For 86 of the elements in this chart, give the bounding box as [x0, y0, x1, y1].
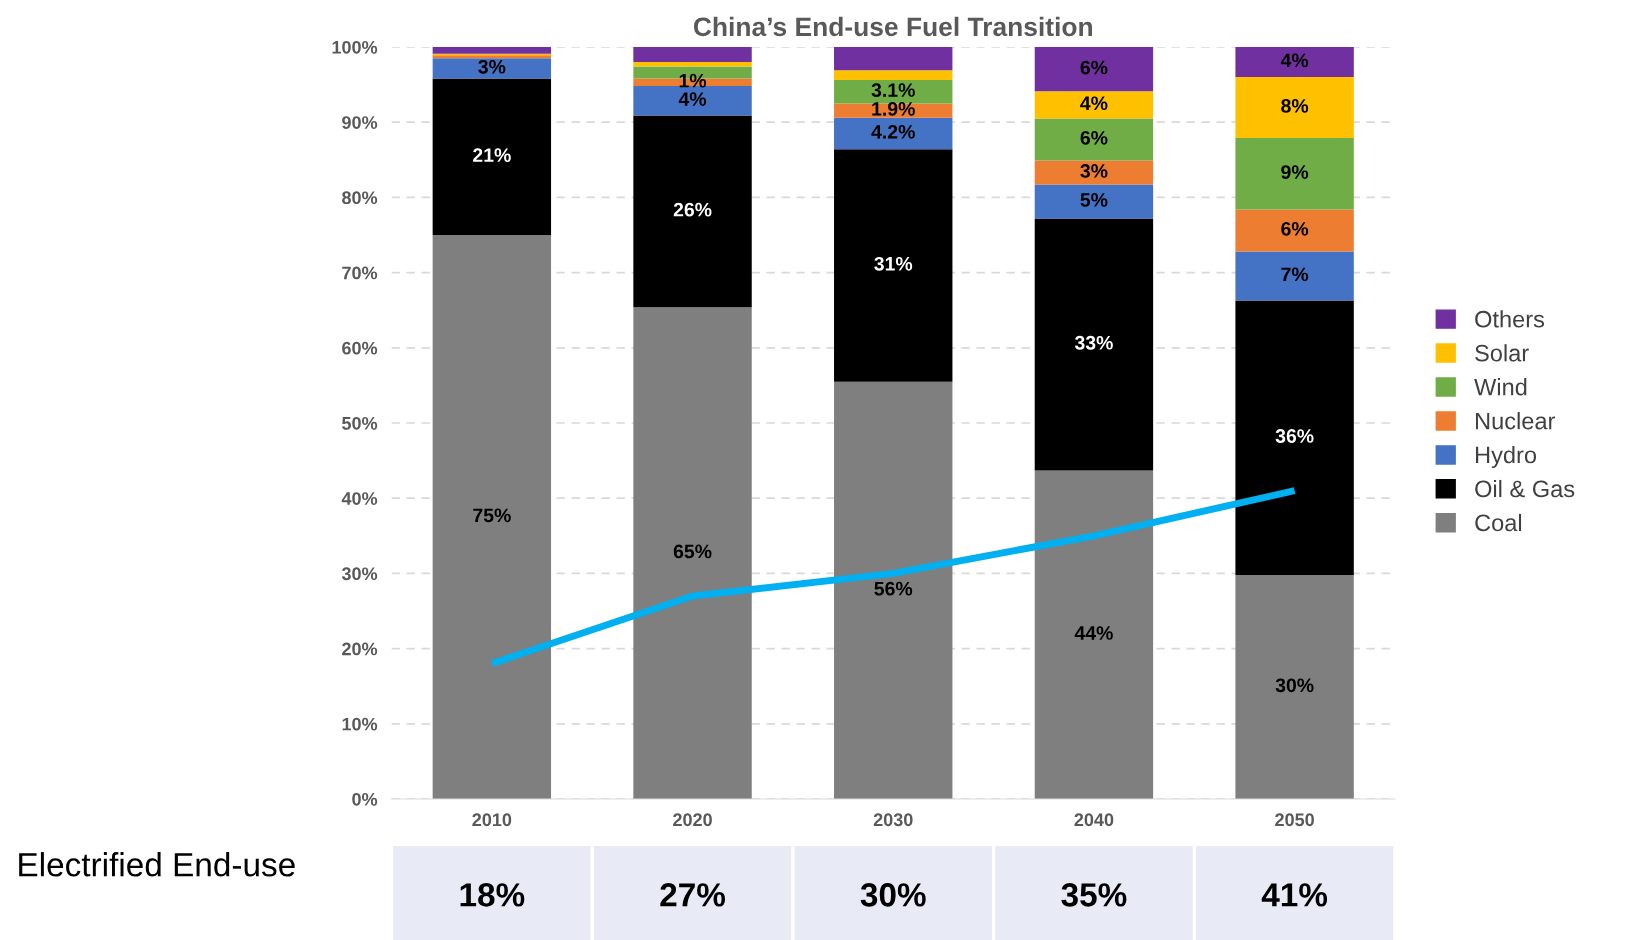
y-tick-label: 0%: [352, 792, 378, 806]
data-label: 56%: [874, 581, 913, 596]
x-tick-label: 2050: [1275, 813, 1314, 827]
x-tick-label: 2040: [1074, 813, 1114, 827]
bar: [1235, 251, 1354, 301]
bar: [834, 103, 953, 118]
y-tick-label: 60%: [342, 341, 378, 355]
y-tick-label: 80%: [342, 191, 378, 205]
y-tick-label: 50%: [342, 416, 378, 430]
legend-label: Oil & Gas: [1475, 479, 1575, 498]
x-tick-label: 2030: [873, 813, 913, 827]
data-label: 26%: [673, 202, 712, 217]
chart-title: China’s End-use Fuel Transition: [693, 16, 1092, 37]
bar: [834, 381, 953, 799]
legend-label: Nuclear: [1475, 412, 1556, 430]
y-tick-label: 90%: [342, 116, 378, 129]
y-tick-label: 30%: [341, 567, 378, 581]
data-label: 4%: [678, 92, 707, 106]
bar: [633, 62, 752, 67]
data-label: 8%: [1281, 98, 1309, 113]
data-label: 36%: [1275, 429, 1314, 443]
data-label: 3%: [1080, 164, 1108, 178]
data-label: 33%: [1074, 335, 1113, 350]
bar: [1034, 218, 1154, 471]
bar: [1034, 47, 1154, 92]
data-label: 9%: [1281, 165, 1309, 179]
bar: [633, 307, 752, 799]
data-label: 41%: [1261, 883, 1328, 907]
bar: [432, 47, 552, 54]
text: Electrified End-use: [19, 852, 295, 877]
data-label: 18%: [460, 883, 525, 907]
bar: [834, 149, 953, 382]
data-label: 6%: [1080, 130, 1108, 145]
data-label: 3%: [478, 59, 506, 74]
legend-label: Others: [1475, 310, 1545, 328]
data-label: 35%: [1061, 883, 1127, 907]
y-tick-label: 20%: [342, 642, 378, 656]
legend-label: Solar: [1475, 344, 1529, 362]
legend-label: Hydro: [1475, 446, 1537, 469]
bar: [1034, 160, 1154, 185]
bar: [1235, 47, 1354, 78]
x-tick-label: 2020: [673, 813, 712, 827]
data-label: 1.9%: [872, 101, 915, 116]
data-label: 21%: [473, 148, 511, 162]
y-tick-label: 100%: [332, 40, 378, 54]
data-label: 1%: [679, 73, 707, 88]
data-label: 75%: [473, 508, 511, 523]
bar: [1034, 470, 1154, 799]
y-tick-label: 40%: [341, 492, 378, 505]
data-label: 4.2%: [871, 124, 915, 139]
bar: [1235, 300, 1354, 575]
y-tick-label: 10%: [342, 717, 378, 731]
data-label: 6%: [1080, 60, 1108, 75]
bar: [633, 86, 752, 116]
bar: [1235, 574, 1354, 799]
bar: [1034, 91, 1154, 119]
bar: [432, 58, 552, 79]
data-label: 65%: [673, 544, 712, 559]
bar: [1034, 118, 1154, 161]
bar: [1034, 184, 1154, 219]
data-label: 27%: [660, 883, 726, 907]
x-tick-label: 2010: [472, 813, 512, 827]
data-label: 6%: [1281, 221, 1309, 236]
bar: [633, 115, 752, 308]
data-label: 3.1%: [871, 83, 915, 97]
data-label: 5%: [1080, 193, 1108, 207]
bar: [1235, 77, 1354, 138]
bar: [834, 117, 953, 150]
data-label: 44%: [1074, 626, 1113, 640]
bar: [633, 47, 752, 63]
data-label: 30%: [860, 883, 926, 907]
bar: [834, 70, 953, 81]
data-label: 4%: [1080, 96, 1108, 111]
bar: [1235, 137, 1354, 210]
bar: [432, 78, 552, 235]
y-tick-label: 70%: [342, 266, 378, 280]
bar: [834, 47, 953, 71]
data-label: 4%: [1280, 53, 1309, 68]
bar: [834, 80, 953, 104]
bar: [432, 235, 552, 799]
data-label: 30%: [1275, 678, 1314, 693]
data-label: 7%: [1281, 267, 1309, 282]
bar: [1235, 209, 1354, 252]
legend-label: Coal: [1475, 513, 1522, 532]
data-label: 31%: [874, 256, 913, 271]
legend-label: Wind: [1474, 378, 1527, 396]
